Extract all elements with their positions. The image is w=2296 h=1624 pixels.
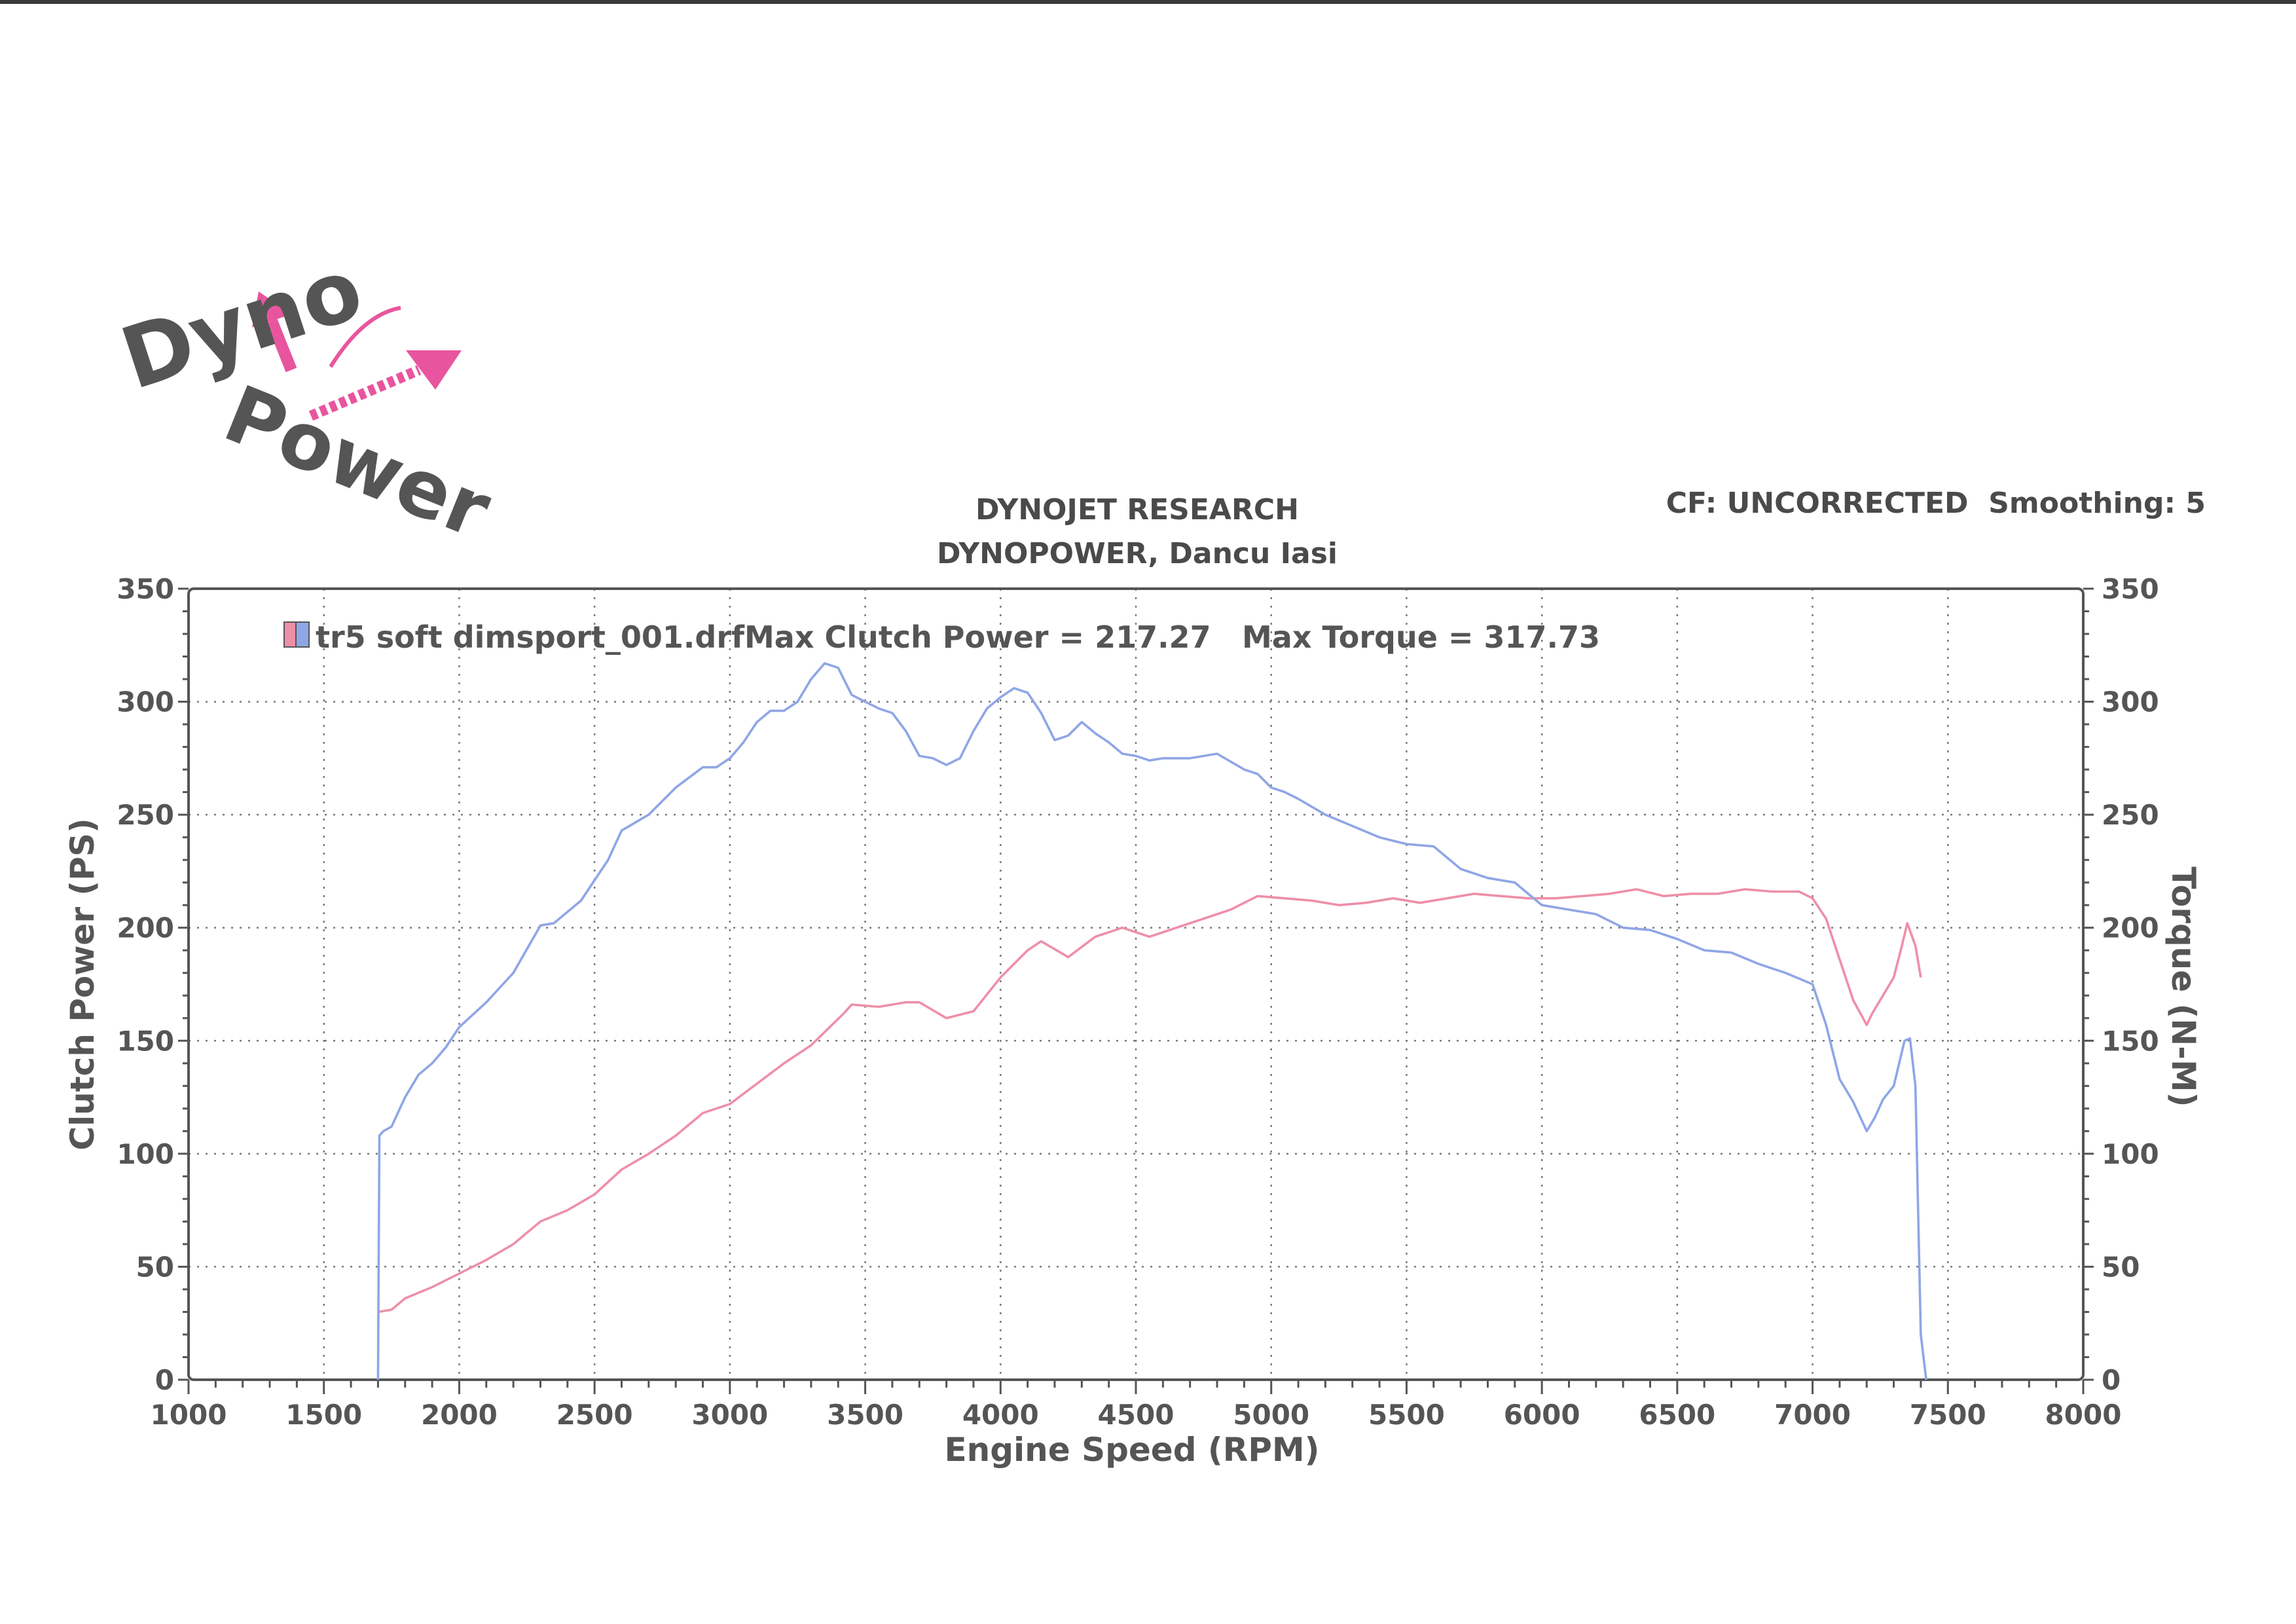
y-tick-label: 250: [117, 799, 174, 831]
y2-tick-label: 350: [2102, 573, 2159, 605]
chart-title-line1: DYNOJET RESEARCH: [975, 493, 1299, 526]
dyno-power-logo: Dyno Power: [110, 238, 503, 557]
y-axis-title: Clutch Power (PS): [64, 818, 101, 1151]
x-tick-label: 5000: [1233, 1399, 1309, 1431]
x-tick-label: 6000: [1504, 1399, 1580, 1431]
x-tick-label: 1500: [285, 1399, 362, 1431]
y-tick-label: 100: [117, 1138, 174, 1170]
legend-swatch-right: [295, 621, 310, 648]
x-tick-label: 6500: [1639, 1399, 1715, 1431]
scan-top-edge: [0, 0, 2296, 4]
y2-tick-label: 150: [2102, 1025, 2159, 1057]
y-tick-label: 150: [117, 1025, 174, 1057]
legend-swatch-left: [283, 621, 297, 648]
y-tick-label: 50: [136, 1251, 174, 1283]
series-line-clutch-power: [378, 888, 1922, 1314]
x-tick-label: 4500: [1098, 1399, 1175, 1431]
x-tick-label: 2500: [556, 1399, 633, 1431]
logo-arrow-up-head: [252, 291, 291, 327]
plot-frame: [187, 587, 2085, 1381]
x-tick-label: 2000: [421, 1399, 498, 1431]
x-tick-label: 5500: [1368, 1399, 1445, 1431]
x-tick-label: 3000: [691, 1399, 768, 1431]
legend-max-power: Max Clutch Power = 217.27: [744, 619, 1211, 655]
logo-arrow-right-shaft: [308, 365, 422, 421]
x-tick-label: 1000: [151, 1399, 227, 1431]
x-axis-title: Engine Speed (RPM): [944, 1431, 1319, 1469]
x-tick-label: 4000: [962, 1399, 1039, 1431]
logo-swoosh: [329, 306, 401, 368]
correction-settings: CF: UNCORRECTED Smoothing: 5: [1666, 487, 2206, 520]
x-tick-label: 7500: [1910, 1399, 1986, 1431]
x-tick-label: 8000: [2045, 1399, 2122, 1431]
y-tick-label: 200: [117, 912, 174, 944]
y2-tick-label: 100: [2102, 1138, 2159, 1170]
y2-tick-label: 0: [2102, 1364, 2121, 1396]
y2-tick-label: 50: [2102, 1251, 2140, 1283]
logo-word-power: Power: [212, 369, 502, 557]
series-line-torque: [376, 662, 1927, 1380]
y-tick-label: 0: [155, 1364, 174, 1396]
grid-lines: [189, 589, 2083, 1380]
y2-tick-label: 250: [2102, 799, 2159, 831]
x-tick-label: 3500: [827, 1399, 903, 1431]
tick-labels: 1000 1500 2000 2500 3000 3500 4000 4500 5000 5500…: [117, 573, 2159, 1431]
logo-arrow-up-shaft: [266, 318, 297, 373]
y-tick-label: 350: [117, 573, 174, 605]
y2-tick-label: 200: [2102, 912, 2159, 944]
y-tick-label: 300: [117, 686, 174, 718]
chart-title-line2: DYNOPOWER, Dancu Iasi: [937, 537, 1338, 570]
y2-tick-label: 300: [2102, 686, 2159, 718]
logo-arrow-right-head: [406, 350, 462, 390]
legend-run-name: tr5 soft dimsport_001.drf: [316, 619, 745, 655]
series-marks: [376, 662, 1927, 1380]
x-tick-label: 7000: [1774, 1399, 1851, 1431]
y2-axis-title: Torque (N-M): [2164, 866, 2202, 1107]
legend-max-torque: Max Torque = 317.73: [1242, 619, 1600, 655]
